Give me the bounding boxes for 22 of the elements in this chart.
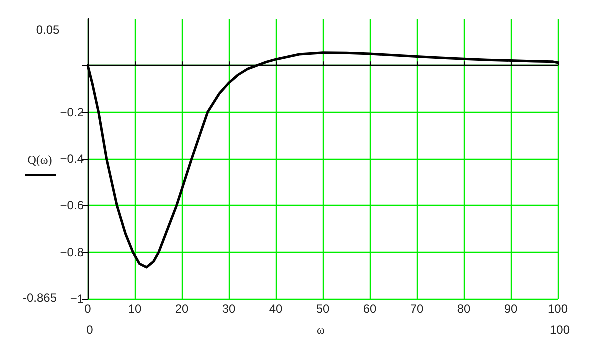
x-tick-label: 50	[316, 302, 330, 316]
y-axis-title: Q(ω)	[28, 153, 52, 167]
text: -0.865	[22, 291, 58, 305]
text: 0	[86, 323, 94, 337]
y-tick-label: −0.4	[60, 152, 84, 166]
x-tick-label: 30	[222, 302, 236, 316]
x-tick-label: 90	[504, 302, 518, 316]
y-tick-label: −0.8	[60, 245, 84, 260]
x-tick-label: 60	[363, 302, 377, 316]
y-tick-label: −1	[70, 292, 84, 306]
x-tick-label: 10	[128, 302, 142, 316]
x-tick-label: 100	[548, 302, 568, 316]
y-tick-label: −0.6	[60, 198, 84, 213]
text: 0.05	[36, 23, 60, 37]
x-tick-label: 40	[269, 302, 283, 316]
x-tick-label: 80	[457, 302, 471, 316]
x-tick-label: 0	[84, 302, 92, 316]
y-tick-label: −0.2	[60, 105, 84, 120]
x-tick-label: 20	[175, 302, 189, 316]
x-tick-label: 70	[410, 302, 424, 316]
text: 100	[550, 323, 570, 337]
x-axis-title: ω	[317, 323, 326, 337]
